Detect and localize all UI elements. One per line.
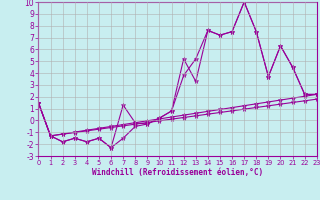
X-axis label: Windchill (Refroidissement éolien,°C): Windchill (Refroidissement éolien,°C) bbox=[92, 168, 263, 177]
